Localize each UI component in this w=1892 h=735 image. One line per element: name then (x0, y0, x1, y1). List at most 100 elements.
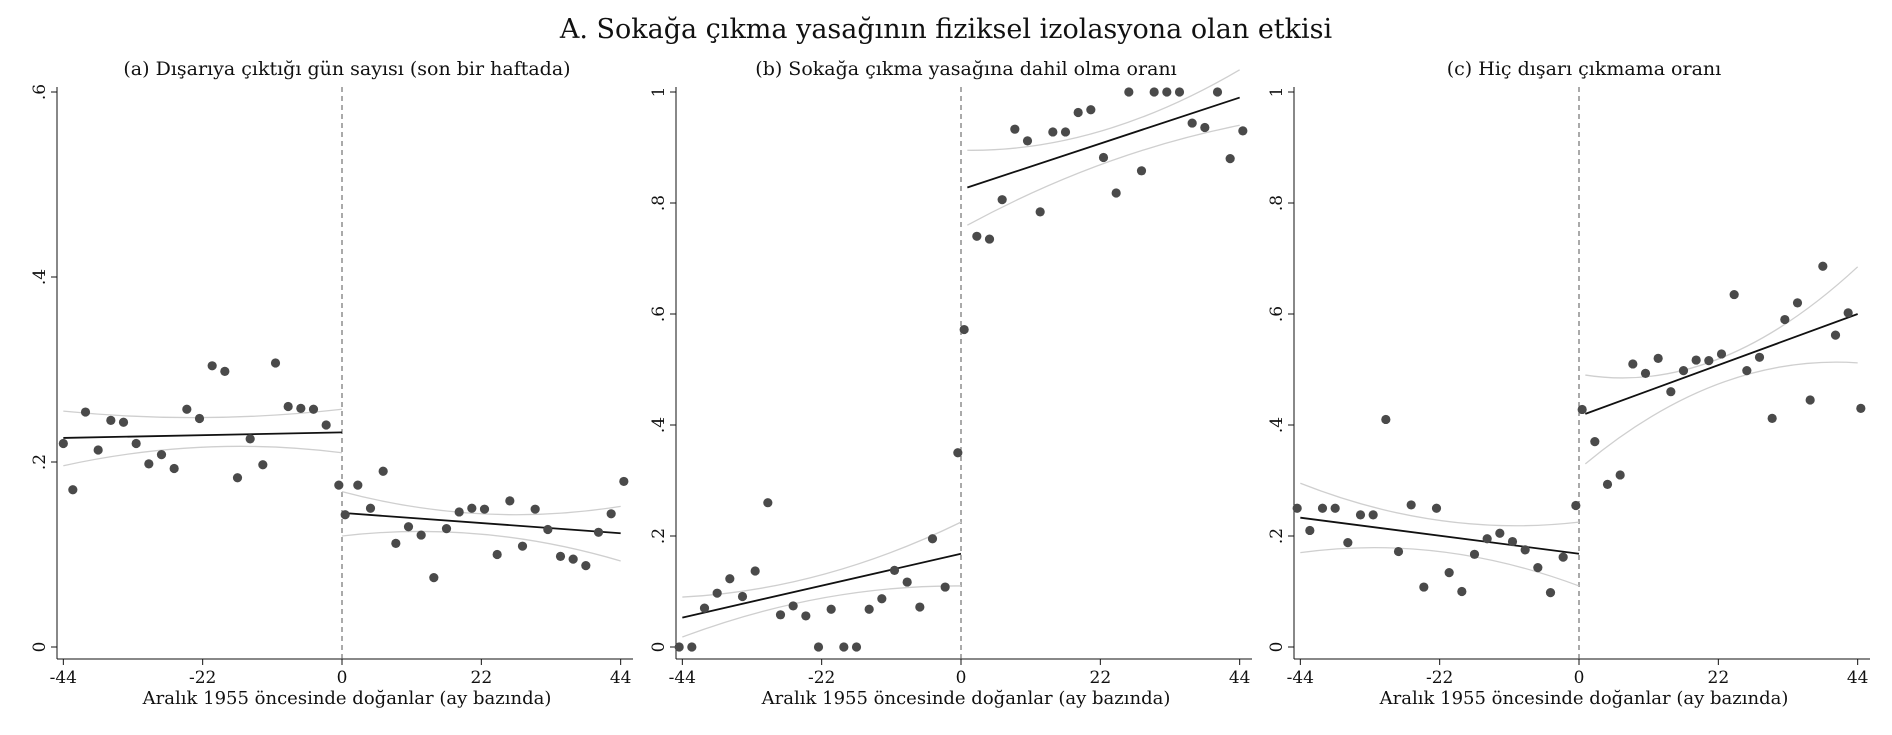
data-point (1558, 552, 1568, 562)
data-point (801, 611, 811, 621)
data-point (429, 573, 439, 583)
data-point (283, 401, 293, 412)
data-point (1406, 500, 1416, 510)
data-point (1212, 87, 1223, 97)
y-tick-label: .8 (649, 195, 669, 211)
data-point (1666, 387, 1676, 397)
data-point (467, 503, 477, 513)
data-point (1792, 298, 1803, 308)
fitted-line (682, 552, 962, 619)
data-point (1048, 127, 1058, 137)
y-tick-label: 0 (1267, 642, 1287, 653)
data-point (416, 530, 426, 540)
panel-c: (c) Hiç dışarı çıkmama oranı 0 .2 .4 .6 .8 1 -… (1267, 52, 1892, 732)
data-point (245, 434, 255, 444)
data-point (118, 417, 129, 427)
data-point (1317, 503, 1328, 513)
data-point (403, 522, 414, 532)
data-point (1330, 503, 1340, 513)
data-point (194, 413, 205, 424)
data-point (1716, 349, 1727, 359)
data-point (1653, 353, 1663, 363)
chart-area-a: 0 .2 .4 .6 -44 -22 0 22 44 (30, 84, 633, 688)
data-point (1742, 366, 1752, 376)
data-point (1200, 122, 1210, 133)
data-point (953, 448, 963, 458)
data-point (1691, 355, 1701, 365)
data-point (1615, 470, 1625, 480)
data-point (492, 549, 502, 560)
x-tick-label: 22 (1708, 668, 1730, 688)
data-point (725, 574, 735, 584)
data-point (1678, 366, 1689, 376)
x-axis-label: Aralık 1955 öncesinde doğanlar (ay bazın… (142, 688, 552, 709)
figure-title: A. Sokağa çıkma yasağının fiziksel izola… (559, 14, 1333, 45)
data-point (505, 496, 515, 506)
confidence-band-line (682, 585, 962, 638)
data-point (1060, 127, 1071, 137)
data-point (258, 460, 268, 470)
data-point (593, 527, 604, 537)
data-point (1628, 359, 1638, 369)
confidence-band-line (967, 124, 1240, 226)
chart-area-c: 0 .2 .4 .6 .8 1 -44 -22 0 22 44 (1267, 87, 1870, 688)
data-point (365, 503, 376, 513)
data-point (454, 507, 464, 517)
data-point (851, 642, 862, 652)
data-point (321, 420, 331, 430)
data-point (997, 195, 1007, 205)
data-point (737, 591, 748, 602)
data-point (889, 565, 900, 576)
data-point (207, 361, 217, 371)
data-point (479, 504, 490, 514)
data-point (296, 403, 306, 413)
data-point (68, 485, 78, 495)
y-tick-label: 0 (30, 642, 50, 653)
data-point (864, 604, 874, 614)
data-point (1818, 261, 1828, 271)
data-point (1507, 536, 1518, 547)
confidence-band-line (1300, 482, 1580, 527)
data-point (1124, 87, 1134, 97)
data-point (517, 541, 528, 551)
confidence-band-line (967, 69, 1240, 151)
data-point (1010, 124, 1020, 134)
data-point (1149, 87, 1159, 97)
data-point (1368, 510, 1378, 520)
data-point (1111, 188, 1121, 198)
x-tick-label: -44 (1287, 668, 1314, 688)
data-point (1640, 368, 1651, 378)
data-point (699, 603, 710, 613)
panel-title: (a) Dışarıya çıktığı gün sayısı (son bir… (123, 58, 571, 80)
data-point (1545, 588, 1556, 598)
fitted-line (1585, 313, 1858, 415)
data-point (1136, 166, 1147, 176)
y-tick-label: .2 (649, 528, 669, 544)
fitted-line (341, 511, 621, 535)
y-tick-label: 0 (649, 642, 669, 653)
data-point (1431, 503, 1442, 513)
data-point (1355, 510, 1366, 520)
confidence-band-line (63, 445, 343, 467)
data-point (927, 534, 938, 544)
data-point (93, 445, 103, 455)
data-point (1533, 563, 1543, 573)
data-point (1305, 525, 1315, 536)
data-point (1482, 534, 1492, 544)
data-point (1238, 126, 1248, 136)
data-point (1843, 308, 1853, 318)
data-point (1022, 136, 1033, 146)
data-point (619, 476, 629, 487)
data-point (334, 480, 344, 490)
data-point (1162, 87, 1172, 97)
x-tick-label: 0 (337, 668, 348, 688)
data-point (581, 561, 591, 571)
data-point (1830, 330, 1841, 340)
data-point (1419, 582, 1429, 592)
y-tick-label: .4 (30, 269, 50, 285)
data-point (1174, 87, 1185, 97)
x-tick-label: -22 (808, 668, 835, 688)
data-point (839, 642, 849, 652)
data-point (788, 601, 798, 611)
data-point (441, 524, 452, 534)
